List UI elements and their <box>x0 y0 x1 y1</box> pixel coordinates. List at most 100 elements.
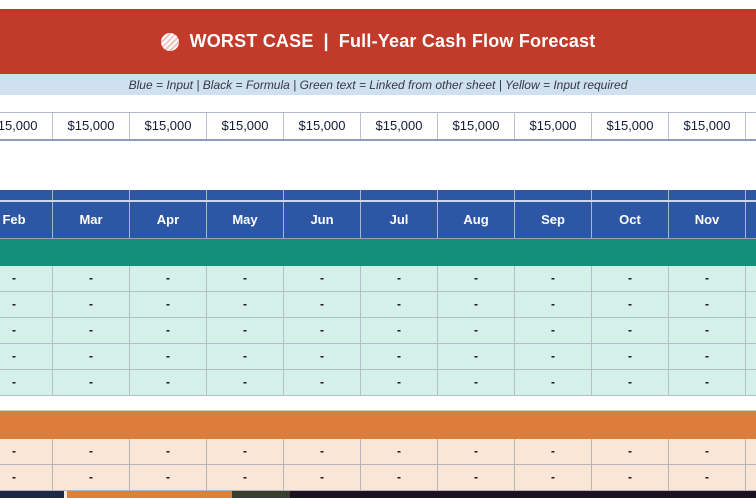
month-header-feb[interactable]: Feb <box>0 202 53 238</box>
data-cell[interactable]: - <box>284 266 361 291</box>
data-cell[interactable]: - <box>0 439 53 464</box>
data-cell[interactable]: - <box>515 439 592 464</box>
data-cell[interactable]: - <box>207 292 284 317</box>
data-cell[interactable]: - <box>0 370 53 395</box>
data-cell[interactable]: - <box>592 318 669 343</box>
data-cell[interactable]: - <box>515 344 592 369</box>
data-cell[interactable]: - <box>284 344 361 369</box>
data-cell[interactable]: - <box>669 344 746 369</box>
accent-cell <box>53 190 130 200</box>
data-cell[interactable]: - <box>130 370 207 395</box>
data-cell[interactable]: - <box>207 439 284 464</box>
data-cell[interactable]: - <box>207 266 284 291</box>
value-cell[interactable]: $15,000 <box>284 113 361 139</box>
data-cell[interactable]: - <box>592 292 669 317</box>
data-cell[interactable]: - <box>53 292 130 317</box>
data-cell[interactable]: - <box>592 465 669 490</box>
data-cell[interactable]: - <box>361 370 438 395</box>
data-cell[interactable]: - <box>361 292 438 317</box>
data-cell[interactable]: - <box>515 266 592 291</box>
data-cell[interactable] <box>746 292 756 317</box>
data-cell[interactable]: - <box>515 465 592 490</box>
data-cell[interactable] <box>746 266 756 291</box>
month-header-oct[interactable]: Oct <box>592 202 669 238</box>
data-cell[interactable]: - <box>284 318 361 343</box>
data-cell[interactable]: - <box>53 370 130 395</box>
value-cell[interactable]: $15,000 <box>592 113 669 139</box>
month-header-nov[interactable]: Nov <box>669 202 746 238</box>
data-cell[interactable]: - <box>0 344 53 369</box>
value-cell[interactable]: $15,000 <box>438 113 515 139</box>
data-cell[interactable]: - <box>130 465 207 490</box>
data-cell[interactable] <box>746 370 756 395</box>
value-cell[interactable]: $15,000 <box>669 113 746 139</box>
month-header-apr[interactable]: Apr <box>130 202 207 238</box>
data-cell[interactable] <box>746 465 756 490</box>
data-cell[interactable]: - <box>284 370 361 395</box>
data-cell[interactable]: - <box>515 318 592 343</box>
data-cell[interactable]: - <box>0 465 53 490</box>
month-header-sep[interactable]: Sep <box>515 202 592 238</box>
data-cell[interactable]: - <box>438 370 515 395</box>
data-cell[interactable]: - <box>669 318 746 343</box>
data-cell[interactable]: - <box>361 439 438 464</box>
data-cell[interactable]: - <box>361 318 438 343</box>
data-cell[interactable]: - <box>361 344 438 369</box>
data-cell[interactable]: - <box>53 318 130 343</box>
month-header-partial[interactable] <box>746 202 756 238</box>
data-cell[interactable]: - <box>130 439 207 464</box>
value-cell[interactable]: $15,000 <box>361 113 438 139</box>
data-cell[interactable]: - <box>669 465 746 490</box>
data-cell[interactable]: - <box>207 318 284 343</box>
data-cell[interactable]: - <box>438 344 515 369</box>
data-cell[interactable]: - <box>53 266 130 291</box>
month-header-jun[interactable]: Jun <box>284 202 361 238</box>
data-cell[interactable]: - <box>284 439 361 464</box>
value-cell[interactable]: $15,000 <box>0 113 53 139</box>
month-header-jul[interactable]: Jul <box>361 202 438 238</box>
data-cell[interactable]: - <box>669 292 746 317</box>
data-cell[interactable]: - <box>361 266 438 291</box>
data-cell[interactable]: - <box>669 370 746 395</box>
data-cell[interactable]: - <box>207 370 284 395</box>
data-cell[interactable]: - <box>361 465 438 490</box>
data-cell[interactable]: - <box>207 465 284 490</box>
data-cell[interactable]: - <box>0 292 53 317</box>
month-header-may[interactable]: May <box>207 202 284 238</box>
data-cell[interactable]: - <box>130 318 207 343</box>
data-cell[interactable]: - <box>53 439 130 464</box>
data-cell[interactable] <box>746 344 756 369</box>
data-cell[interactable]: - <box>438 465 515 490</box>
data-cell[interactable]: - <box>207 344 284 369</box>
data-cell[interactable]: - <box>130 266 207 291</box>
data-cell[interactable]: - <box>130 344 207 369</box>
data-cell[interactable]: - <box>669 439 746 464</box>
data-cell[interactable] <box>746 439 756 464</box>
data-cell[interactable]: - <box>53 344 130 369</box>
data-cell[interactable]: - <box>592 370 669 395</box>
data-cell[interactable]: - <box>515 370 592 395</box>
data-cell[interactable]: - <box>438 292 515 317</box>
data-cell[interactable]: - <box>0 266 53 291</box>
value-cell[interactable]: $15,000 <box>130 113 207 139</box>
month-header-aug[interactable]: Aug <box>438 202 515 238</box>
data-cell[interactable]: - <box>438 318 515 343</box>
value-cell[interactable] <box>746 113 756 139</box>
data-cell[interactable]: - <box>284 292 361 317</box>
value-cell[interactable]: $15,000 <box>53 113 130 139</box>
data-cell[interactable]: - <box>438 266 515 291</box>
value-cell[interactable]: $15,000 <box>515 113 592 139</box>
data-cell[interactable]: - <box>130 292 207 317</box>
data-cell[interactable]: - <box>592 439 669 464</box>
data-cell[interactable]: - <box>515 292 592 317</box>
data-cell[interactable]: - <box>592 344 669 369</box>
value-cell[interactable]: $15,000 <box>207 113 284 139</box>
data-cell[interactable]: - <box>53 465 130 490</box>
data-cell[interactable]: - <box>438 439 515 464</box>
data-cell[interactable]: - <box>669 266 746 291</box>
data-cell[interactable]: - <box>284 465 361 490</box>
data-cell[interactable]: - <box>592 266 669 291</box>
month-header-mar[interactable]: Mar <box>53 202 130 238</box>
data-cell[interactable]: - <box>0 318 53 343</box>
data-cell[interactable] <box>746 318 756 343</box>
